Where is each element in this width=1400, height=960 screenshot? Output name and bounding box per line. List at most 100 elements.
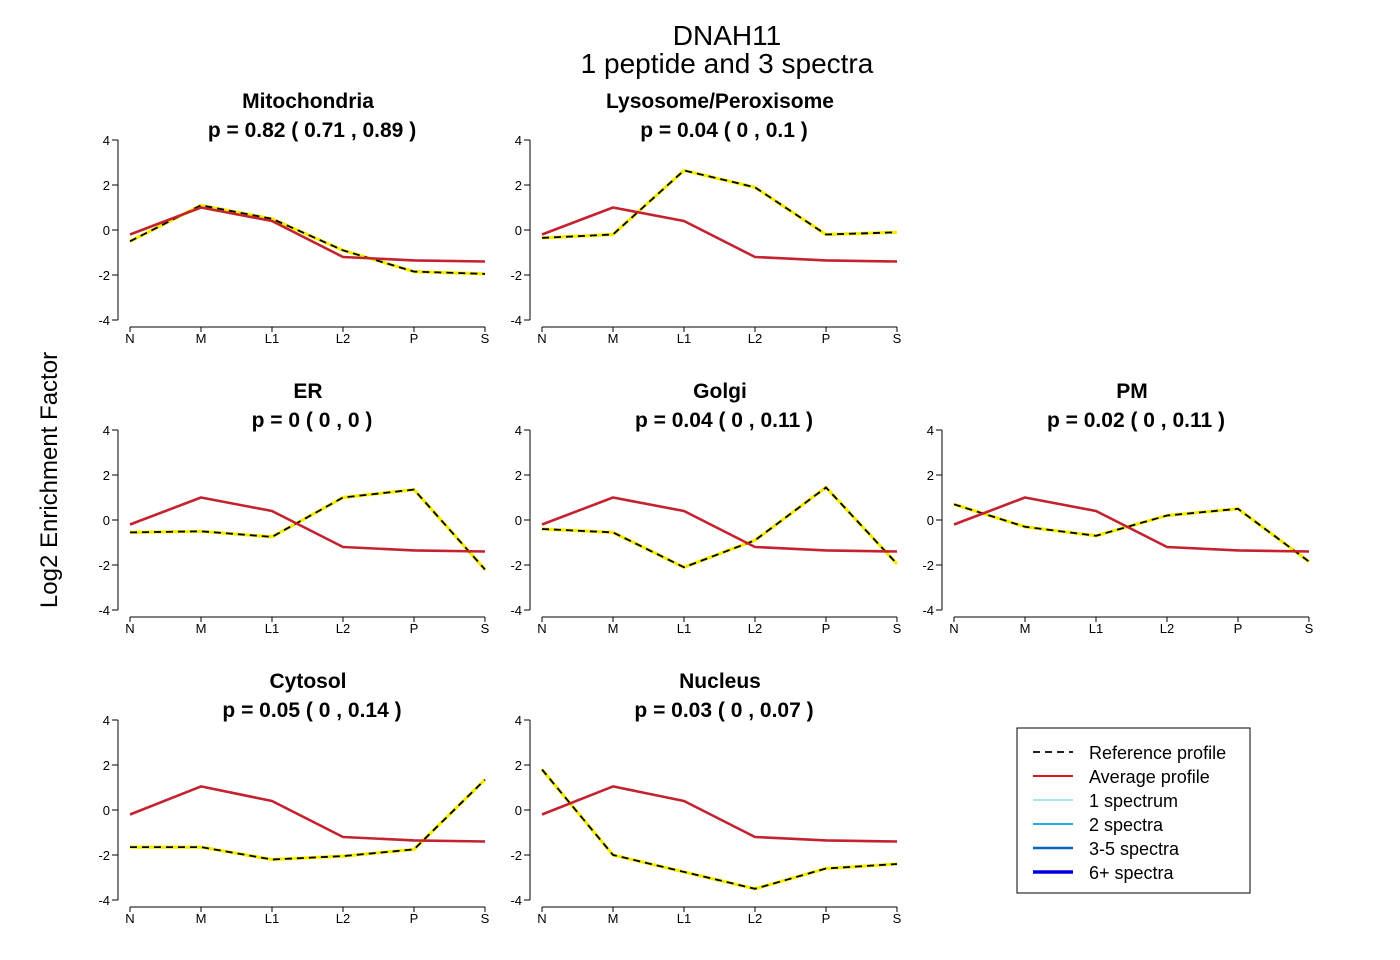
x-tick-label: S bbox=[893, 331, 902, 346]
panel-cytosol: Cytosol p = 0.05 ( 0 , 0.14 ) -4 -2 0 2 4 N M L1 L… bbox=[98, 670, 489, 926]
y-tick-label: -4 bbox=[98, 893, 110, 908]
x-tick-label: L1 bbox=[265, 621, 279, 636]
average-profile-line bbox=[129, 206, 486, 263]
x-tick-label: L1 bbox=[265, 331, 279, 346]
x-tick-label: L2 bbox=[748, 621, 762, 636]
average-profile-line bbox=[129, 496, 486, 553]
panel-pvalue: p = 0.03 ( 0 , 0.07 ) bbox=[634, 699, 813, 722]
panel-title: Lysosome/Peroxisome bbox=[606, 90, 834, 113]
y-tick-label: -4 bbox=[98, 313, 110, 328]
x-tick-label: P bbox=[822, 331, 831, 346]
x-tick-label: L1 bbox=[677, 621, 691, 636]
x-tick-label: L2 bbox=[336, 911, 350, 926]
panel-title: ER bbox=[293, 380, 322, 403]
reference-profile-line bbox=[541, 768, 898, 890]
reference-profile-line bbox=[953, 503, 1310, 563]
y-tick-label: 2 bbox=[103, 758, 110, 773]
y-tick-label: 4 bbox=[103, 423, 110, 438]
panel-lysosome-peroxisome: Lysosome/Peroxisome p = 0.04 ( 0 , 0.1 ) -… bbox=[510, 90, 901, 346]
panel-golgi: Golgi p = 0.04 ( 0 , 0.11 ) -4 -2 0 2 4 N M L1 L2 P… bbox=[510, 380, 901, 636]
x-tick-label: S bbox=[893, 911, 902, 926]
y-tick-label: -4 bbox=[510, 893, 522, 908]
average-profile-line bbox=[541, 785, 898, 843]
x-tick-label: P bbox=[410, 911, 419, 926]
legend-label-6-spectra: 6+ spectra bbox=[1089, 863, 1175, 883]
legend-label-3-5-spectra: 3-5 spectra bbox=[1089, 839, 1180, 859]
legend: Reference profile Average profile 1 spectr… bbox=[1016, 727, 1251, 894]
x-tick-label: S bbox=[893, 621, 902, 636]
x-tick-label: P bbox=[410, 331, 419, 346]
reference-profile-highlight bbox=[541, 485, 899, 569]
x-tick-label: N bbox=[537, 621, 546, 636]
x-tick-label: M bbox=[1020, 621, 1031, 636]
y-tick-label: 4 bbox=[103, 133, 110, 148]
y-tick-label: -4 bbox=[922, 603, 934, 618]
x-tick-label: L1 bbox=[677, 331, 691, 346]
reference-profile-highlight bbox=[541, 168, 898, 240]
main-title: DNAH11 bbox=[673, 20, 781, 51]
x-tick-label: P bbox=[822, 911, 831, 926]
panel-pvalue: p = 0.04 ( 0 , 0.1 ) bbox=[640, 119, 808, 142]
y-tick-label: -2 bbox=[98, 848, 110, 863]
panel-mitochondria: Mitochondria p = 0.82 ( 0.71 , 0.89 ) -4 -2… bbox=[98, 90, 489, 346]
y-tick-label: -4 bbox=[98, 603, 110, 618]
y-tick-label: 0 bbox=[103, 513, 110, 528]
panel-pvalue: p = 0 ( 0 , 0 ) bbox=[252, 409, 373, 432]
reference-profile-line bbox=[130, 778, 486, 861]
panel-pvalue: p = 0.82 ( 0.71 , 0.89 ) bbox=[208, 119, 416, 142]
x-tick-label: L1 bbox=[677, 911, 691, 926]
x-tick-label: M bbox=[608, 911, 619, 926]
panel-title: Cytosol bbox=[269, 670, 346, 693]
legend-box bbox=[1016, 727, 1251, 894]
main-subtitle: 1 peptide and 3 spectra bbox=[581, 48, 874, 79]
y-tick-label: 0 bbox=[103, 803, 110, 818]
y-tick-label: 2 bbox=[927, 468, 934, 483]
x-tick-label: M bbox=[196, 911, 207, 926]
y-tick-label: -2 bbox=[922, 558, 934, 573]
legend-label-average-profile: Average profile bbox=[1089, 767, 1210, 787]
y-tick-label: 4 bbox=[515, 423, 522, 438]
y-tick-label: 2 bbox=[515, 178, 522, 193]
average-profile-line bbox=[953, 496, 1310, 553]
reference-profile-highlight bbox=[953, 502, 1310, 563]
y-tick-label: 0 bbox=[515, 223, 522, 238]
average-profile-line bbox=[129, 785, 486, 843]
legend-label-1-spectrum: 1 spectrum bbox=[1089, 791, 1178, 811]
panel-er: ER p = 0 ( 0 , 0 ) -4 -2 0 2 4 N M L1 L2 P S bbox=[98, 380, 489, 636]
panel-nucleus: Nucleus p = 0.03 ( 0 , 0.07 ) -4 -2 0 2 4 N M L1 L… bbox=[510, 670, 901, 926]
x-tick-label: M bbox=[196, 331, 207, 346]
y-tick-label: -4 bbox=[510, 603, 522, 618]
x-tick-label: S bbox=[481, 911, 490, 926]
x-tick-label: L2 bbox=[748, 331, 762, 346]
y-tick-label: 0 bbox=[515, 803, 522, 818]
y-tick-label: 2 bbox=[515, 468, 522, 483]
x-tick-label: M bbox=[608, 331, 619, 346]
y-tick-label: -2 bbox=[510, 268, 522, 283]
panel-title: Nucleus bbox=[679, 670, 761, 693]
panel-pm: PM p = 0.02 ( 0 , 0.11 ) -4 -2 0 2 4 N M L1 L2 P S bbox=[922, 380, 1313, 636]
y-tick-label: -4 bbox=[510, 313, 522, 328]
x-tick-label: M bbox=[608, 621, 619, 636]
x-tick-label: L1 bbox=[265, 911, 279, 926]
x-tick-label: N bbox=[537, 911, 546, 926]
x-tick-label: P bbox=[1234, 621, 1243, 636]
panel-title: Mitochondria bbox=[242, 90, 374, 113]
y-tick-label: 4 bbox=[927, 423, 934, 438]
y-tick-label: 4 bbox=[515, 133, 522, 148]
panel-pvalue: p = 0.04 ( 0 , 0.11 ) bbox=[635, 409, 813, 432]
x-tick-label: M bbox=[196, 621, 207, 636]
x-tick-label: P bbox=[410, 621, 419, 636]
reference-profile-line bbox=[541, 169, 898, 239]
legend-label-reference-profile: Reference profile bbox=[1089, 743, 1226, 763]
x-tick-label: N bbox=[949, 621, 958, 636]
panel-pvalue: p = 0.02 ( 0 , 0.11 ) bbox=[1047, 409, 1225, 432]
x-tick-label: S bbox=[481, 331, 490, 346]
x-tick-label: L2 bbox=[336, 331, 350, 346]
x-tick-label: N bbox=[537, 331, 546, 346]
y-tick-label: 4 bbox=[515, 713, 522, 728]
legend-label-2-spectra: 2 spectra bbox=[1089, 815, 1164, 835]
y-tick-label: -2 bbox=[510, 848, 522, 863]
panel-title: Golgi bbox=[693, 380, 747, 403]
y-tick-label: 4 bbox=[103, 713, 110, 728]
